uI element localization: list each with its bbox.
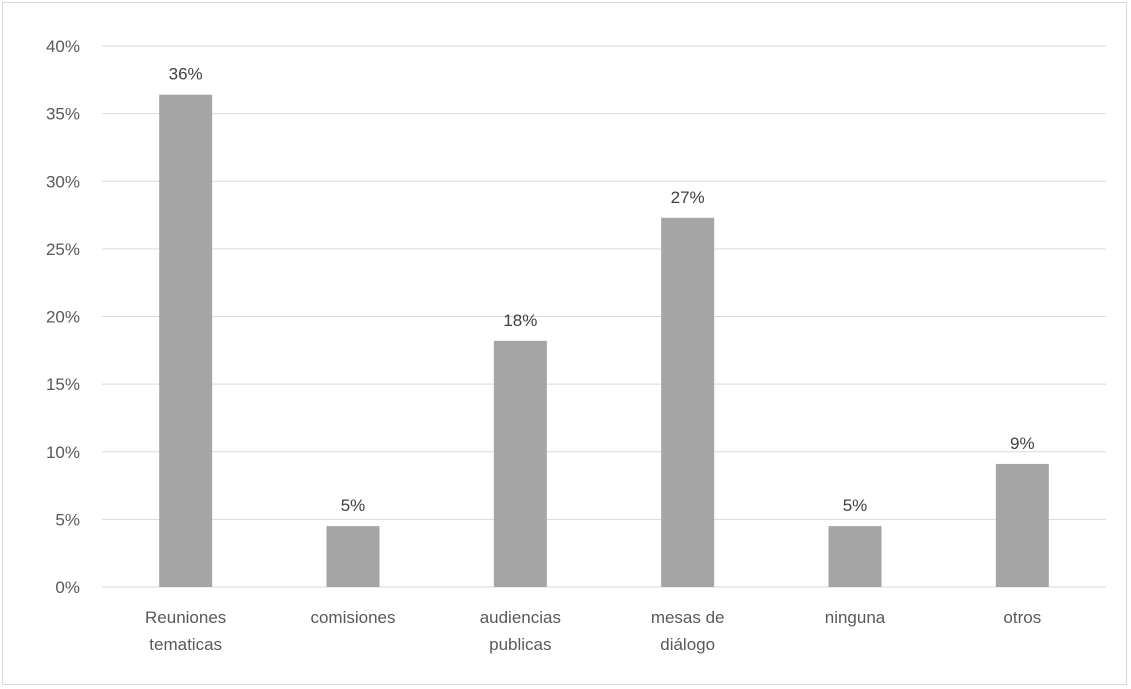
data-label: 5% — [843, 496, 868, 515]
data-label: 18% — [503, 311, 537, 330]
y-tick-label: 15% — [46, 375, 80, 394]
y-tick-label: 30% — [46, 172, 80, 191]
x-tick-label: mesas de — [651, 608, 725, 627]
x-axis-ticks: Reuniones tematicas comisiones audiencias pu… — [145, 608, 1041, 654]
bars — [159, 94, 1049, 587]
x-tick-label: audiencias — [480, 608, 561, 627]
x-tick-label: ninguna — [825, 608, 886, 627]
x-tick-label: Reuniones — [145, 608, 226, 627]
y-tick-label: 0% — [55, 578, 80, 597]
data-label: 27% — [671, 188, 705, 207]
y-tick-label: 35% — [46, 105, 80, 124]
y-tick-label: 10% — [46, 443, 80, 462]
x-tick-label: otros — [1003, 608, 1041, 627]
gridlines — [102, 45, 1106, 588]
bar — [159, 94, 213, 587]
x-tick-label: publicas — [489, 635, 551, 654]
bar — [995, 463, 1049, 587]
y-tick-label: 20% — [46, 308, 80, 327]
bar — [661, 217, 715, 587]
bar — [493, 340, 547, 587]
bar — [828, 526, 882, 587]
bar — [326, 526, 380, 587]
y-tick-label: 40% — [46, 37, 80, 56]
y-axis-ticks: 0% 5% 10% 15% 20% 25% 30% 35% 40% — [46, 37, 80, 597]
data-label: 36% — [169, 65, 203, 84]
y-tick-label: 5% — [55, 510, 80, 529]
x-tick-label: diálogo — [660, 635, 715, 654]
x-tick-label: comisiones — [310, 608, 395, 627]
y-tick-label: 25% — [46, 240, 80, 259]
data-labels: 36% 5% 18% 27% 5% 9% — [169, 65, 1035, 515]
data-label: 9% — [1010, 434, 1035, 453]
data-label: 5% — [341, 496, 366, 515]
x-tick-label: tematicas — [149, 635, 222, 654]
